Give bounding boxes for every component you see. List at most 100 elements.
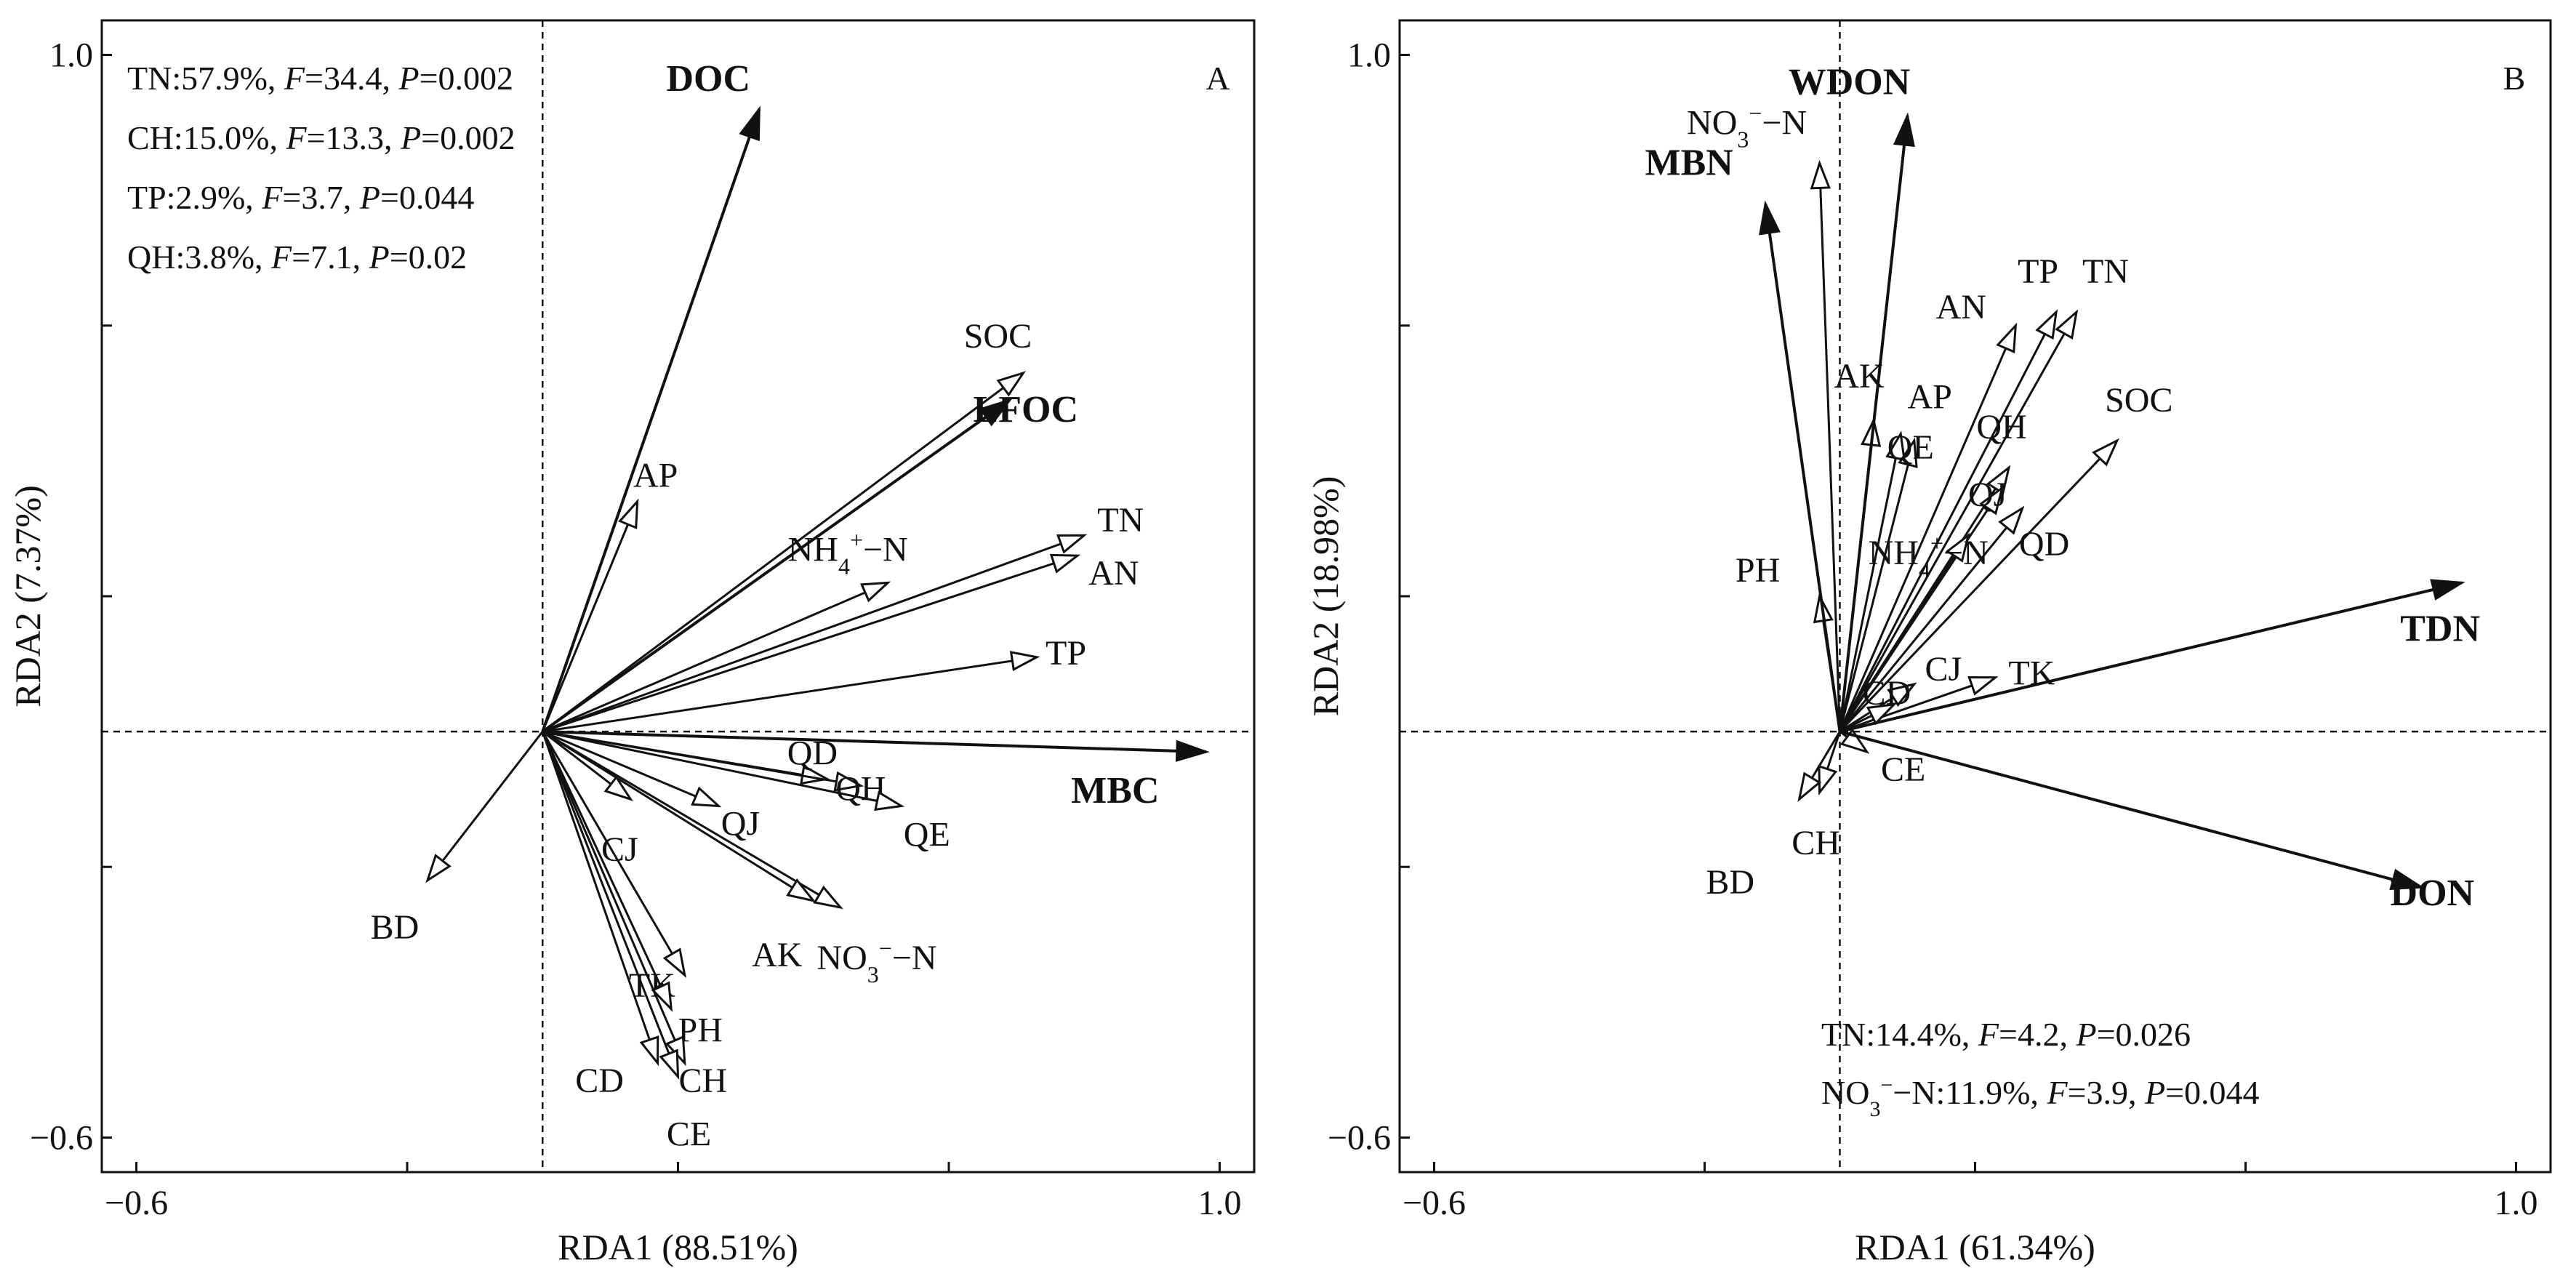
vector-label-qe: QE	[904, 815, 950, 854]
vector-label-bd: BD	[371, 908, 420, 947]
ce-vector	[541, 731, 679, 1078]
x-tick-label: 1.0	[2495, 1184, 2538, 1222]
y-tick-label: −0.6	[30, 1118, 93, 1157]
nh4-n-vector-head	[1945, 532, 1970, 563]
vector-label-don: DON	[2391, 873, 2475, 914]
qh-vector-head	[1986, 465, 2011, 495]
stat-line: QH:3.8%, F=7.1, P=0.02	[127, 238, 467, 276]
no3-n-vector	[1818, 163, 1841, 732]
x-tick-label: 1.0	[1197, 1184, 1241, 1222]
cj-vector-head	[603, 775, 633, 801]
vector-label-tp: TP	[2018, 252, 2058, 291]
vector-label-ph: PH	[1736, 551, 1780, 590]
qe-vector	[542, 730, 902, 807]
x-axis-title: RDA1 (88.51%)	[558, 1227, 798, 1267]
ak-vector	[542, 730, 814, 902]
ap-vector-head	[1885, 430, 1906, 462]
nh4-n-vector-head	[859, 581, 891, 603]
qj-vector	[542, 730, 719, 807]
an-vector	[1839, 325, 2017, 732]
bd-vector-head	[425, 854, 452, 883]
panel-b: −0.6 1.0 1.0 −0.6 RDA1 (61.34%) RDA2 (18.98%)…	[1305, 19, 2552, 1267]
cd-vector-head	[639, 1035, 659, 1067]
soc-vector-head	[2092, 438, 2119, 467]
cd-vector-head	[1866, 702, 1897, 726]
vector-label-tn: TN	[2082, 252, 2129, 291]
qj-vector-head	[1979, 485, 2005, 516]
ap-vector	[1839, 433, 1902, 732]
vector-label-no3-n: NO3−−N	[816, 935, 936, 987]
panel-letter: B	[2503, 60, 2526, 97]
vector-label-an: AN	[1936, 288, 1986, 326]
vector-label-ch: CH	[1791, 824, 1840, 862]
x-axis-title: RDA1 (61.34%)	[1855, 1227, 2095, 1267]
vector-label-soc: SOC	[2105, 381, 2172, 420]
tdn-response-vector-head	[2430, 579, 2465, 601]
vector-label-an: AN	[1088, 554, 1139, 593]
nh4-n-vector	[542, 582, 888, 733]
qe-vector	[1839, 440, 1916, 732]
y-tick-label: −0.6	[1328, 1118, 1391, 1157]
tk-vector-head	[662, 947, 687, 979]
an-vector	[542, 554, 1078, 733]
ap-vector-head	[618, 498, 639, 529]
qe-vector-head	[874, 790, 905, 811]
vector-label-doc: DOC	[666, 58, 750, 100]
vector-label-tdn: TDN	[2400, 608, 2480, 649]
mbn-response-vector	[1764, 203, 1842, 732]
vector-label-ap: AP	[633, 457, 678, 495]
tdn-response-vector	[1839, 581, 2463, 734]
no3-n-vector-head	[813, 885, 843, 910]
tn-vector-head	[1056, 534, 1088, 554]
vector-label-ph: PH	[678, 1011, 723, 1050]
panel-letter: A	[1205, 60, 1229, 97]
y-axis-title: RDA2 (7.37%)	[7, 485, 48, 707]
qh-vector-head	[833, 771, 864, 792]
qd-vector	[1839, 508, 2023, 733]
cd-vector	[541, 731, 659, 1064]
stat-line: TN:57.9%, F=34.4, P=0.002	[127, 60, 513, 97]
mbc-response-vector-head	[1175, 739, 1210, 762]
no3-n-vector	[542, 730, 841, 909]
tk-vector	[1839, 676, 1996, 733]
tk-vector-head	[1967, 676, 1999, 696]
vector-label-mbn: MBN	[1645, 142, 1733, 183]
vector-label-ce: CE	[667, 1115, 711, 1154]
ak-vector-head	[786, 878, 816, 903]
vector-label-lfoc: LFOC	[974, 389, 1078, 430]
vector-label-cd: CD	[575, 1062, 624, 1100]
vector-label-cj: CJ	[1925, 650, 1962, 689]
vector-label-qh: QH	[1976, 408, 2026, 446]
ce-vector-head	[659, 1049, 680, 1080]
tp-vector-head	[1009, 651, 1040, 672]
qh-vector	[542, 730, 862, 787]
ph-vector	[541, 731, 673, 1010]
vector-label-cd: CD	[1863, 674, 1911, 713]
vector-label-soc: SOC	[964, 317, 1032, 356]
vector-label-nh4-n: NH4+−N	[1869, 530, 1989, 582]
vector-label-qe: QE	[1887, 428, 1934, 467]
tk-vector	[541, 731, 686, 976]
an-vector-head	[1996, 322, 2018, 353]
ph-vector-head	[651, 981, 673, 1012]
bd-vector	[426, 731, 544, 881]
tp-vector-head	[2035, 309, 2058, 340]
panel-a: −0.6 1.0 1.0 −0.6 RDA1 (88.51%) RDA2 (7.37%) A…	[7, 19, 1256, 1267]
vector-label-tp: TP	[1046, 634, 1086, 673]
vector-label-mbc: MBC	[1071, 770, 1159, 811]
nh4-n-vector	[1839, 534, 1970, 732]
an-vector-head	[1049, 553, 1081, 574]
vector-label-ch: CH	[678, 1062, 727, 1100]
x-tick-label: −0.6	[1403, 1184, 1466, 1222]
lfoc-response-vector-head	[979, 398, 1013, 427]
vector-label-ak: AK	[752, 936, 803, 974]
y-tick-label: 1.0	[49, 36, 93, 75]
vector-label-qd: QD	[2019, 525, 2069, 564]
vector-label-bd: BD	[1706, 863, 1754, 902]
vector-label-tn: TN	[1097, 501, 1144, 540]
cj-vector-head	[1887, 682, 1917, 707]
qj-vector-head	[691, 786, 722, 808]
wdon-response-vector-head	[1893, 112, 1915, 148]
vector-label-nh4-n: NH4+−N	[788, 526, 908, 579]
